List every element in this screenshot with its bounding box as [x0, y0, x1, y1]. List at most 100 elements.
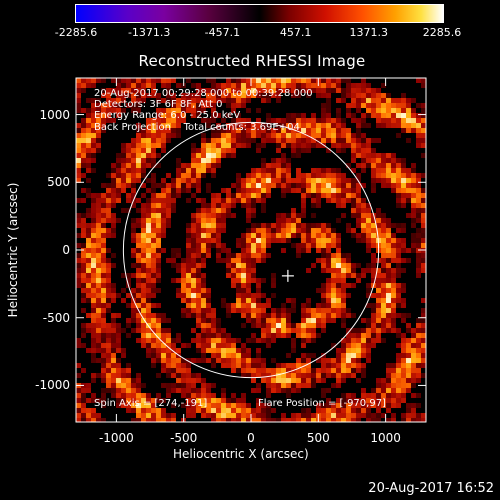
heatmap-cell [171, 383, 176, 388]
heatmap-cell [381, 223, 386, 228]
heatmap-cell [191, 103, 196, 108]
heatmap-cell [211, 218, 216, 223]
heatmap-cell [186, 108, 191, 113]
heatmap-cell [221, 83, 226, 88]
heatmap-cell [151, 253, 156, 258]
heatmap-cell [86, 113, 91, 118]
heatmap-cell [346, 193, 351, 198]
heatmap-cell [201, 348, 206, 353]
heatmap-cell [121, 353, 126, 358]
heatmap-cell [311, 308, 316, 313]
heatmap-cell [391, 243, 396, 248]
heatmap-cell [306, 238, 311, 243]
heatmap-cell [116, 83, 121, 88]
heatmap-cell [201, 143, 206, 148]
heatmap-cell [151, 88, 156, 93]
heatmap-cell [341, 308, 346, 313]
heatmap-cell [106, 348, 111, 353]
heatmap-cell [276, 378, 281, 383]
heatmap-cell [111, 343, 116, 348]
heatmap-cell [106, 258, 111, 263]
heatmap-cell [196, 298, 201, 303]
heatmap-cell [376, 323, 381, 328]
heatmap-cell [211, 168, 216, 173]
heatmap-cell [141, 333, 146, 338]
heatmap-cell [216, 333, 221, 338]
heatmap-cell [351, 213, 356, 218]
heatmap-cell [256, 183, 261, 188]
heatmap-cell [236, 243, 241, 248]
heatmap-cell [406, 328, 411, 333]
heatmap-cell [116, 113, 121, 118]
heatmap-cell [201, 398, 206, 403]
heatmap-cell [246, 273, 251, 278]
heatmap-cell [151, 353, 156, 358]
heatmap-cell [101, 373, 106, 378]
heatmap-cell [386, 98, 391, 103]
heatmap-cell [206, 313, 211, 318]
heatmap-cell [351, 263, 356, 268]
heatmap-cell [331, 278, 336, 283]
heatmap-cell [341, 368, 346, 373]
heatmap-cell [251, 198, 256, 203]
heatmap-cell [416, 208, 421, 213]
heatmap-cell [341, 268, 346, 273]
heatmap-cell [276, 83, 281, 88]
heatmap-cell [196, 103, 201, 108]
heatmap-cell [181, 343, 186, 348]
heatmap-cell [261, 198, 266, 203]
heatmap-cell [291, 308, 296, 313]
heatmap-cell [381, 233, 386, 238]
heatmap-cell [346, 143, 351, 148]
heatmap-cell [341, 278, 346, 283]
heatmap-cell [76, 398, 81, 403]
heatmap-cell [266, 163, 271, 168]
heatmap-cell [81, 228, 86, 233]
heatmap-cell [401, 363, 406, 368]
heatmap-cell [141, 223, 146, 228]
heatmap-cell [86, 228, 91, 233]
heatmap-cell [186, 343, 191, 348]
heatmap-cell [161, 353, 166, 358]
heatmap-cell [271, 163, 276, 168]
heatmap-cell [301, 413, 306, 418]
heatmap-cell [166, 343, 171, 348]
heatmap-cell [86, 313, 91, 318]
heatmap-cell [351, 328, 356, 333]
heatmap-cell [371, 113, 376, 118]
heatmap-cell [316, 248, 321, 253]
heatmap-cell [276, 143, 281, 148]
heatmap-cell [281, 328, 286, 333]
heatmap-cell [386, 303, 391, 308]
heatmap-cell [396, 198, 401, 203]
heatmap-cell [361, 208, 366, 213]
heatmap-cell [166, 133, 171, 138]
heatmap-cell [231, 403, 236, 408]
heatmap-cell [296, 363, 301, 368]
heatmap-cell [76, 273, 81, 278]
heatmap-cell [411, 218, 416, 223]
heatmap-cell [151, 258, 156, 263]
heatmap-cell [401, 348, 406, 353]
heatmap-cell [346, 93, 351, 98]
heatmap-cell [266, 338, 271, 343]
heatmap-cell [76, 283, 81, 288]
heatmap-cell [141, 203, 146, 208]
heatmap-cell [141, 158, 146, 163]
heatmap-cell [176, 108, 181, 113]
heatmap-cell [201, 238, 206, 243]
heatmap-cell [306, 248, 311, 253]
heatmap-cell [216, 138, 221, 143]
heatmap-cell [406, 403, 411, 408]
heatmap-cell [281, 363, 286, 368]
heatmap-cell [156, 408, 161, 413]
heatmap-cell [351, 148, 356, 153]
heatmap-cell [126, 178, 131, 183]
heatmap-cell [411, 198, 416, 203]
heatmap-cell [336, 363, 341, 368]
heatmap-cell [136, 338, 141, 343]
heatmap-cell [421, 128, 426, 133]
heatmap-cell [201, 228, 206, 233]
heatmap-cell [236, 278, 241, 283]
heatmap-cell [101, 243, 106, 248]
